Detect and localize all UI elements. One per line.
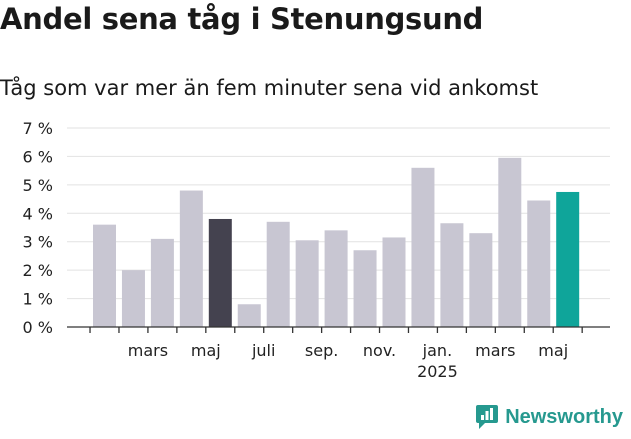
x-tick-label: maj <box>191 341 221 360</box>
y-tick-label: 4 % <box>23 204 53 223</box>
chart-title: Andel sena tåg i Stenungsund <box>0 2 484 36</box>
bar <box>353 250 377 327</box>
bar <box>556 191 580 327</box>
newsworthy-logo: Newsworthy <box>475 404 623 430</box>
x-tick-label: sep. <box>305 341 338 360</box>
y-tick-label: 1 % <box>23 290 53 309</box>
brand-name: Newsworthy <box>505 405 623 428</box>
y-tick-label: 7 % <box>23 119 53 138</box>
bar <box>382 237 406 327</box>
bar <box>324 230 348 327</box>
y-tick-label: 2 % <box>23 261 53 280</box>
y-tick-label: 3 % <box>23 233 53 252</box>
bar <box>527 200 551 327</box>
x-tick-label: jan. <box>422 341 452 360</box>
bar <box>498 157 522 327</box>
x-tick-label: mars <box>475 341 515 360</box>
x-tick-label: nov. <box>363 341 396 360</box>
newsworthy-icon <box>476 405 499 429</box>
y-tick-label: 6 % <box>23 147 53 166</box>
bar <box>121 270 145 327</box>
bar <box>93 224 116 327</box>
y-tick-label: 5 % <box>23 176 53 195</box>
bar <box>469 233 493 327</box>
x-tick-label: juli <box>251 341 275 360</box>
bar <box>179 190 203 327</box>
bar <box>440 223 464 327</box>
y-tick-label: 0 % <box>23 318 53 337</box>
bar <box>150 238 174 327</box>
bar <box>295 240 319 327</box>
x-tick-sublabel: 2025 <box>417 362 458 381</box>
bar <box>237 304 261 327</box>
x-tick-label: mars <box>128 341 168 360</box>
bar <box>411 167 435 327</box>
x-tick-label: maj <box>538 341 568 360</box>
bar <box>208 218 232 327</box>
bar <box>266 221 290 327</box>
chart-subtitle: Tåg som var mer än fem minuter sena vid … <box>0 76 539 100</box>
